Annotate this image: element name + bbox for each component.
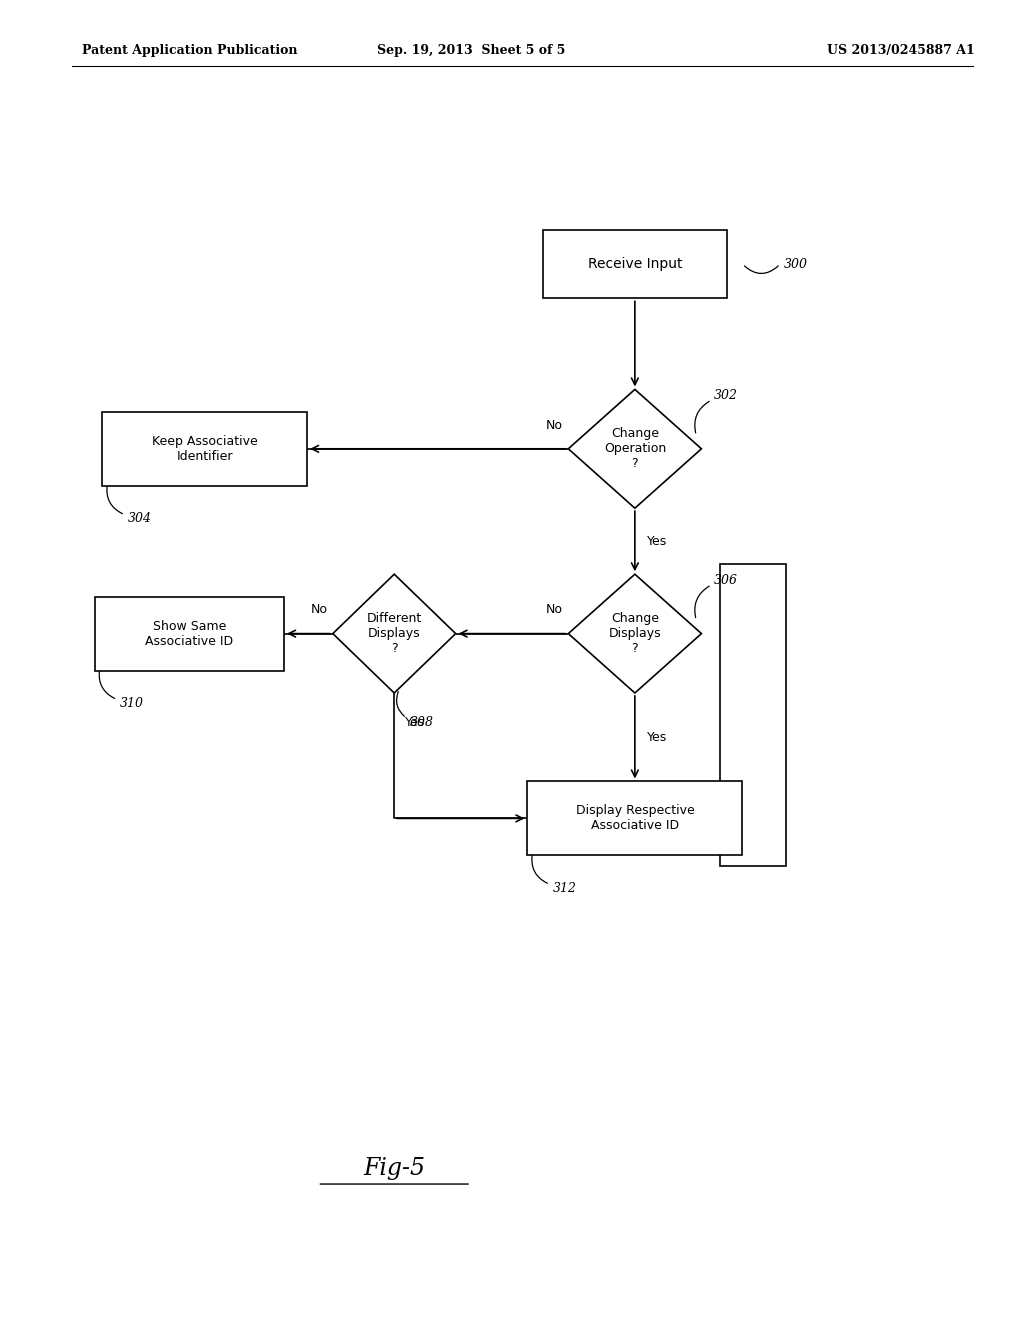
Text: 310: 310 — [121, 697, 144, 710]
Polygon shape — [568, 389, 701, 508]
Text: No: No — [310, 603, 328, 616]
Text: Yes: Yes — [404, 715, 425, 729]
Polygon shape — [333, 574, 456, 693]
Text: 304: 304 — [128, 512, 152, 525]
Polygon shape — [568, 574, 701, 693]
Text: No: No — [546, 418, 563, 432]
Text: 308: 308 — [410, 715, 433, 729]
Text: Receive Input: Receive Input — [588, 257, 682, 271]
Text: Different
Displays
?: Different Displays ? — [367, 612, 422, 655]
Text: Change
Operation
?: Change Operation ? — [604, 428, 666, 470]
Text: 302: 302 — [714, 389, 737, 403]
Text: Sep. 19, 2013  Sheet 5 of 5: Sep. 19, 2013 Sheet 5 of 5 — [377, 44, 565, 57]
FancyBboxPatch shape — [102, 412, 307, 486]
Text: Display Respective
Associative ID: Display Respective Associative ID — [575, 804, 694, 833]
Text: 306: 306 — [714, 574, 737, 587]
FancyBboxPatch shape — [94, 597, 284, 671]
Text: 312: 312 — [553, 882, 577, 895]
FancyBboxPatch shape — [527, 781, 742, 855]
Text: US 2013/0245887 A1: US 2013/0245887 A1 — [827, 44, 975, 57]
Text: Keep Associative
Identifier: Keep Associative Identifier — [152, 434, 258, 463]
Text: No: No — [546, 603, 563, 616]
FancyBboxPatch shape — [543, 230, 727, 298]
Text: Fig-5: Fig-5 — [364, 1156, 425, 1180]
Text: Change
Displays
?: Change Displays ? — [608, 612, 662, 655]
Text: Patent Application Publication: Patent Application Publication — [82, 44, 297, 57]
Text: Yes: Yes — [647, 731, 668, 743]
Text: 300: 300 — [783, 257, 807, 271]
Text: Yes: Yes — [647, 535, 668, 548]
Text: Show Same
Associative ID: Show Same Associative ID — [145, 619, 233, 648]
